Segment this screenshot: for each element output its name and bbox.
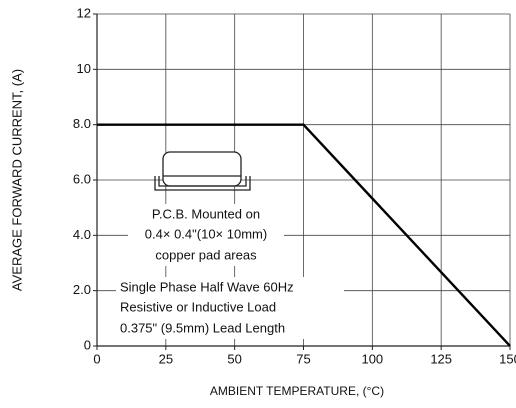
annotation-box	[116, 277, 344, 339]
annotation: copper pad areas	[155, 247, 257, 262]
annotation: Single Phase Half Wave 60Hz	[120, 279, 294, 294]
annotation: Resistive or Inductive Load	[120, 299, 276, 314]
annotation: 0.375" (9.5mm) Lead Length	[120, 320, 285, 335]
y-tick-label: 8.0	[73, 116, 91, 131]
x-axis-label: AMBIENT TEMPERATURE, (°C)	[210, 384, 384, 398]
x-tick-label: 25	[159, 351, 173, 366]
package-icon	[154, 151, 251, 191]
y-tick-label: 2.0	[73, 282, 91, 297]
annotation: 0.4× 0.4"(10× 10mm)	[145, 226, 267, 241]
y-tick-label: 4.0	[73, 227, 91, 242]
annotation-box	[128, 204, 284, 266]
x-tick-label: 125	[430, 351, 452, 366]
y-tick-label: 10	[77, 61, 91, 76]
y-tick-label: 0	[84, 337, 91, 352]
y-axis-label: AVERAGE FORWARD CURRENT, (A)	[9, 69, 24, 291]
x-tick-label: 75	[296, 351, 310, 366]
x-tick-label: 50	[227, 351, 241, 366]
x-tick-label: 150	[499, 351, 516, 366]
y-tick-label: 12	[77, 5, 91, 20]
line	[97, 123, 511, 347]
y-tick-label: 6.0	[73, 171, 91, 186]
x-tick-label: 100	[361, 351, 383, 366]
x-tick-label: 0	[93, 351, 100, 366]
annotation: P.C.B. Mounted on	[152, 206, 260, 221]
